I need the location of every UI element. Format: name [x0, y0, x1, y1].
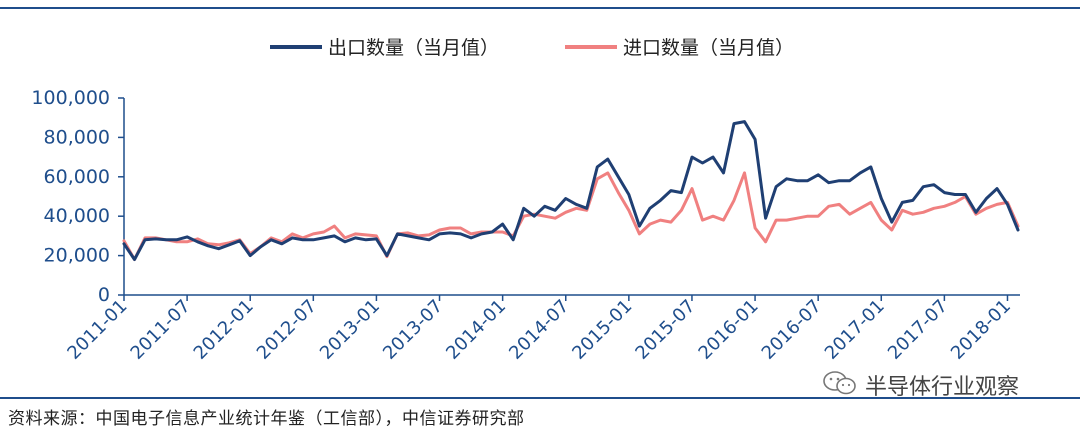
x-tick-label: 2015-01: [568, 296, 636, 364]
x-tick-label: 2016-01: [695, 296, 763, 364]
x-tick-label: 2017-07: [884, 296, 952, 364]
x-tick-label: 2012-01: [190, 296, 258, 364]
y-tick-label: 20,000: [44, 245, 110, 267]
x-tick-label: 2018-01: [947, 296, 1015, 364]
x-tick-label: 2017-01: [821, 296, 889, 364]
series-line-export: [122, 120, 1020, 261]
x-tick-label: 2011-07: [127, 296, 195, 364]
x-tick-label: 2012-07: [253, 296, 321, 364]
bottom-rule: [0, 397, 1080, 399]
x-tick-label: 2013-01: [316, 296, 384, 364]
y-tick-label: 100,000: [31, 87, 110, 109]
x-tick-label: 2015-07: [631, 296, 699, 364]
y-tick-label: 80,000: [44, 126, 110, 148]
source-note: 资料来源：中国电子信息产业统计年鉴（工信部），中信证券研究部: [8, 409, 525, 429]
y-tick-label: 40,000: [44, 205, 110, 227]
x-tick-label: 2014-07: [505, 296, 573, 364]
x-tick-label: 2013-07: [379, 296, 447, 364]
x-tick-label: 2016-07: [758, 296, 826, 364]
watermark-text: 半导体行业观察: [865, 375, 1020, 400]
legend-import-label: 进口数量（当月值）: [623, 37, 794, 59]
y-tick-label: 60,000: [44, 166, 110, 188]
wechat-icon: [823, 371, 856, 395]
line-chart: 020,00040,00060,00080,000100,0002011-012…: [31, 37, 1020, 364]
y-tick-label: 0: [98, 284, 110, 306]
top-rule: [0, 7, 1080, 9]
series-line-import: [122, 171, 1020, 261]
x-tick-label: 2014-01: [442, 296, 510, 364]
legend-export-label: 出口数量（当月值）: [328, 37, 499, 59]
